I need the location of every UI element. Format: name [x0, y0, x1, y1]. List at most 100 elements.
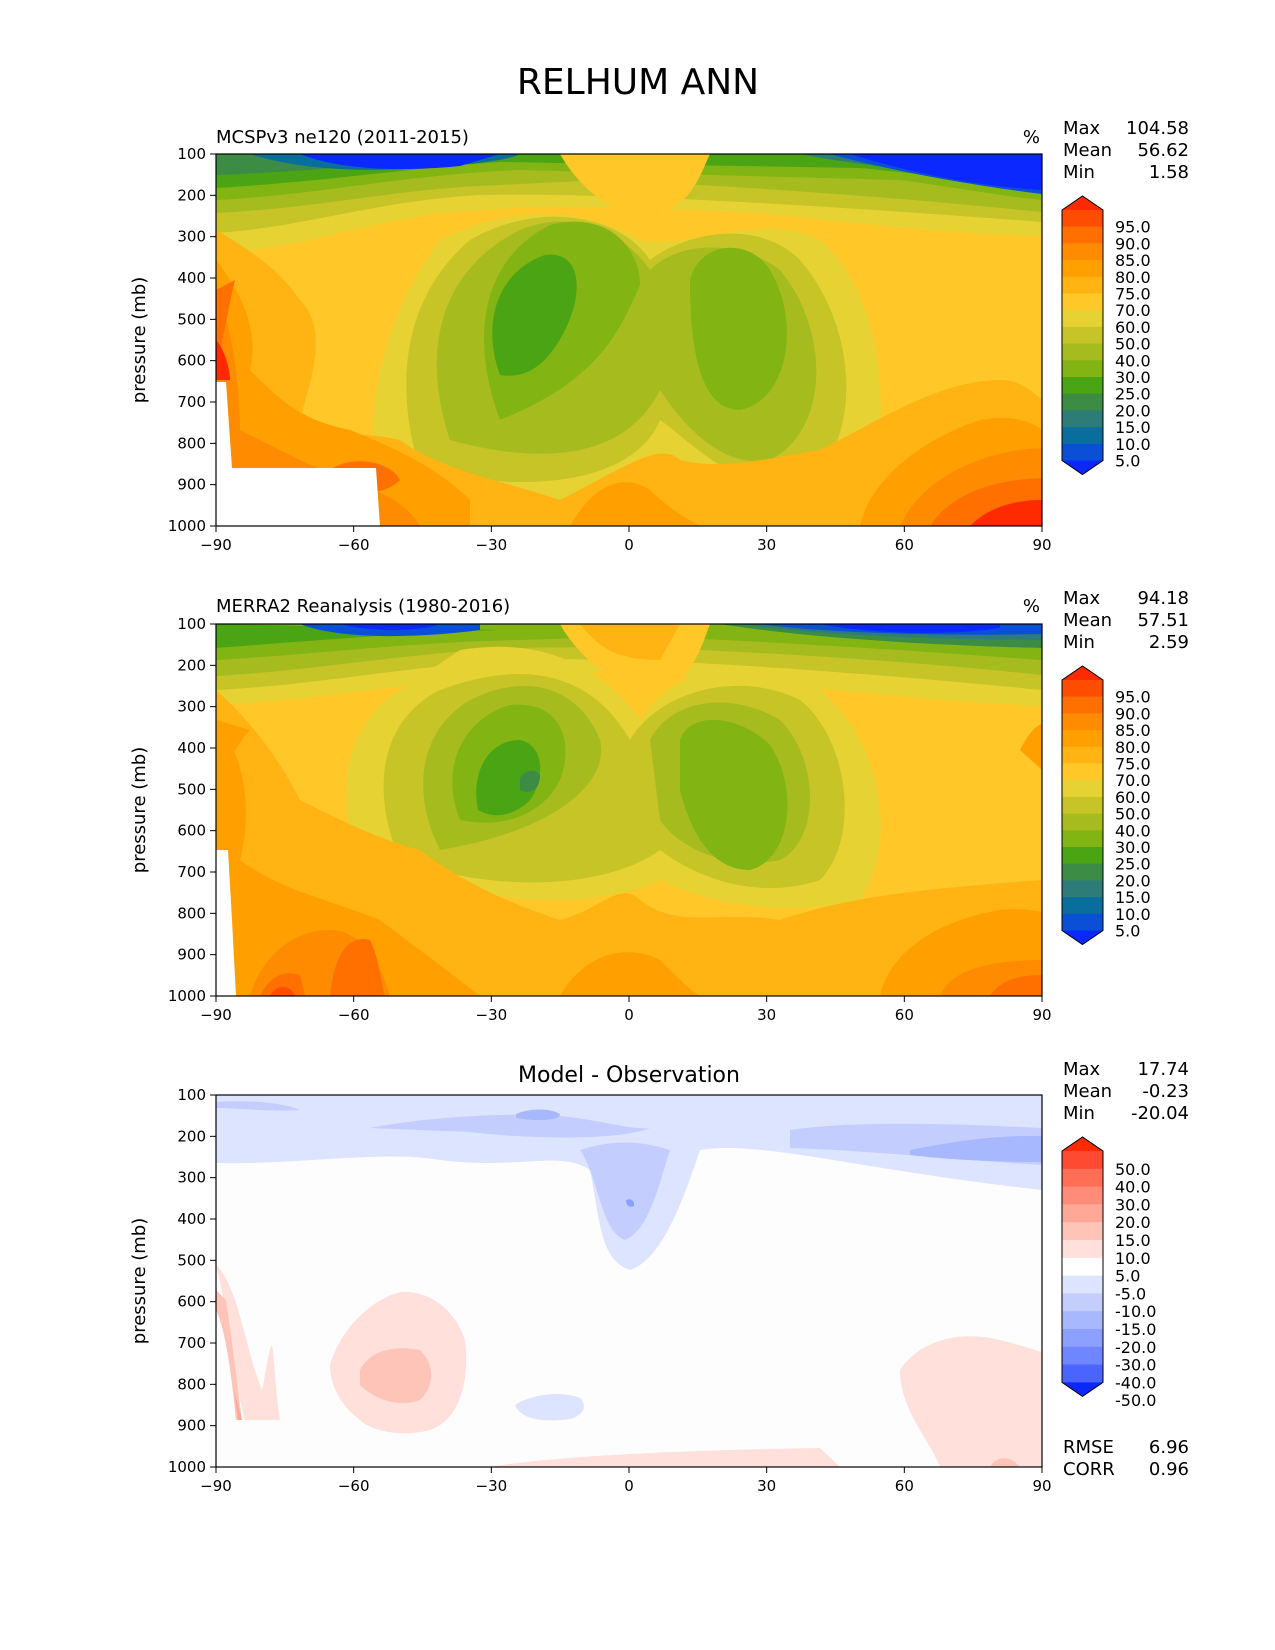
- x-tick-label: −30: [476, 1477, 508, 1495]
- stat-label: Max: [1063, 588, 1101, 609]
- colorbar-level-label: 90.0: [1115, 234, 1151, 253]
- colorbar-segment: [1062, 913, 1103, 931]
- y-tick-label: 700: [177, 863, 206, 881]
- panel-title-difference: Model - Observation: [518, 1063, 740, 1088]
- colorbar-segment: [1062, 393, 1103, 411]
- colorbar-segment: [1062, 343, 1103, 361]
- colorbar-segment: [1062, 293, 1103, 311]
- colorbar-level-label: 70.0: [1115, 301, 1151, 320]
- stat-value: 17.74: [1137, 1059, 1189, 1080]
- colorbar-extend-max: [1062, 666, 1103, 680]
- y-tick-label: 200: [177, 186, 206, 204]
- colorbar-level-label: 15.0: [1115, 418, 1151, 437]
- y-tick-label: 100: [177, 1086, 206, 1104]
- colorbar-segment: [1062, 1257, 1103, 1277]
- colorbar-level-label: 80.0: [1115, 738, 1151, 757]
- stat-value: 56.62: [1137, 140, 1189, 161]
- colorbar-level-label: 50.0: [1115, 1160, 1151, 1179]
- y-tick-label: 800: [177, 1375, 206, 1393]
- stat-label: Mean: [1063, 610, 1112, 631]
- y-tick-label: 1000: [168, 987, 206, 1005]
- colorbar-level-label: 50.0: [1115, 805, 1151, 824]
- x-tick-label: 90: [1032, 1006, 1051, 1024]
- colorbar-level-label: 30.0: [1115, 838, 1151, 857]
- x-tick-label: −90: [200, 1477, 232, 1495]
- x-tick-label: 90: [1032, 536, 1051, 554]
- colorbar-extend-max: [1062, 1137, 1103, 1151]
- y-tick-label: 100: [177, 615, 206, 633]
- colorbar-segment: [1062, 1204, 1103, 1223]
- colorbar-level-label: 20.0: [1115, 871, 1151, 890]
- colorbar-segment: [1062, 210, 1103, 228]
- colorbar-segment: [1062, 410, 1103, 428]
- colorbar-segment: [1062, 1364, 1103, 1383]
- colorbar-segment: [1062, 427, 1103, 445]
- y-tick-label: 600: [177, 1293, 206, 1311]
- metric-label: RMSE: [1063, 1437, 1114, 1458]
- colorbar-segment: [1062, 1346, 1103, 1366]
- y-tick-label: 300: [177, 228, 206, 246]
- colorbar-level-label: 95.0: [1115, 688, 1151, 707]
- colorbar-level-label: 20.0: [1115, 401, 1151, 420]
- y-axis-label-difference: pressure (mb): [129, 1218, 150, 1344]
- colorbar-level-label: 5.0: [1115, 922, 1140, 941]
- y-tick-label: 900: [177, 476, 206, 494]
- colorbar-level-label: 5.0: [1115, 452, 1140, 471]
- x-tick-label: 0: [624, 536, 634, 554]
- colorbar-segment: [1062, 1311, 1103, 1330]
- stat-value: 57.51: [1137, 610, 1189, 631]
- colorbar-segment: [1062, 1275, 1103, 1294]
- colorbar-extend-min: [1062, 460, 1103, 475]
- colorbar-level-label: 40.0: [1115, 821, 1151, 840]
- stat-label: Mean: [1063, 1081, 1112, 1102]
- colorbar-segment: [1062, 897, 1103, 915]
- y-tick-label: 400: [177, 1210, 206, 1228]
- colorbar-level-label: 85.0: [1115, 721, 1151, 740]
- colorbar-level-label: 75.0: [1115, 285, 1151, 304]
- colorbar-level-label: 60.0: [1115, 788, 1151, 807]
- colorbar-level-label: 25.0: [1115, 385, 1151, 404]
- colorbar-level-label: 30.0: [1115, 368, 1151, 387]
- y-tick-label: 800: [177, 434, 206, 452]
- stat-value: 2.59: [1149, 632, 1189, 653]
- colorbar-outline: [1061, 1136, 1104, 1398]
- stat-value: -0.23: [1142, 1081, 1189, 1102]
- stat-value: 94.18: [1137, 588, 1189, 609]
- contour-field-observation: [216, 624, 1042, 996]
- colorbar-segment: [1062, 730, 1103, 748]
- colorbar-level-label: 75.0: [1115, 755, 1151, 774]
- colorbar-segment: [1062, 226, 1103, 244]
- stat-label: Min: [1063, 162, 1095, 183]
- colorbar-segment: [1062, 813, 1103, 831]
- y-tick-label: 500: [177, 1251, 206, 1269]
- x-tick-label: 60: [895, 536, 914, 554]
- stat-label: Max: [1063, 1059, 1101, 1080]
- y-tick-label: 300: [177, 1169, 206, 1187]
- y-tick-label: 200: [177, 656, 206, 674]
- x-tick-label: 60: [895, 1006, 914, 1024]
- colorbar-segment: [1062, 243, 1103, 261]
- colorbar-level-label: 95.0: [1115, 218, 1151, 237]
- colorbar-segment: [1062, 796, 1103, 815]
- panel-difference: Model - Observation pressure (mb): [129, 1059, 1189, 1495]
- x-tick-label: 30: [757, 1006, 776, 1024]
- metric-value: 6.96: [1149, 1437, 1189, 1458]
- colorbar-segment: [1062, 1151, 1103, 1170]
- colorbar-level-label: -50.0: [1115, 1391, 1156, 1410]
- y-tick-label: 500: [177, 780, 206, 798]
- colorbar-level-label: 60.0: [1115, 318, 1151, 337]
- colorbar-segment: [1062, 1329, 1103, 1348]
- colorbar-level-label: -15.0: [1115, 1320, 1156, 1339]
- panel-observation: MERRA2 Reanalysis (1980-2016) %: [129, 588, 1189, 1024]
- colorbar-extend-min: [1062, 930, 1103, 945]
- y-tick-label: 700: [177, 1334, 206, 1352]
- y-tick-label: 900: [177, 946, 206, 964]
- panel-title-observation: MERRA2 Reanalysis (1980-2016): [216, 596, 510, 617]
- y-tick-label: 300: [177, 698, 206, 716]
- colorbar-extend-min: [1062, 1382, 1103, 1397]
- units-label-model: %: [1023, 127, 1040, 148]
- units-label-observation: %: [1023, 596, 1040, 617]
- y-tick-label: 500: [177, 310, 206, 328]
- colorbar-segment: [1062, 443, 1103, 461]
- colorbar-outline: [1061, 665, 1104, 946]
